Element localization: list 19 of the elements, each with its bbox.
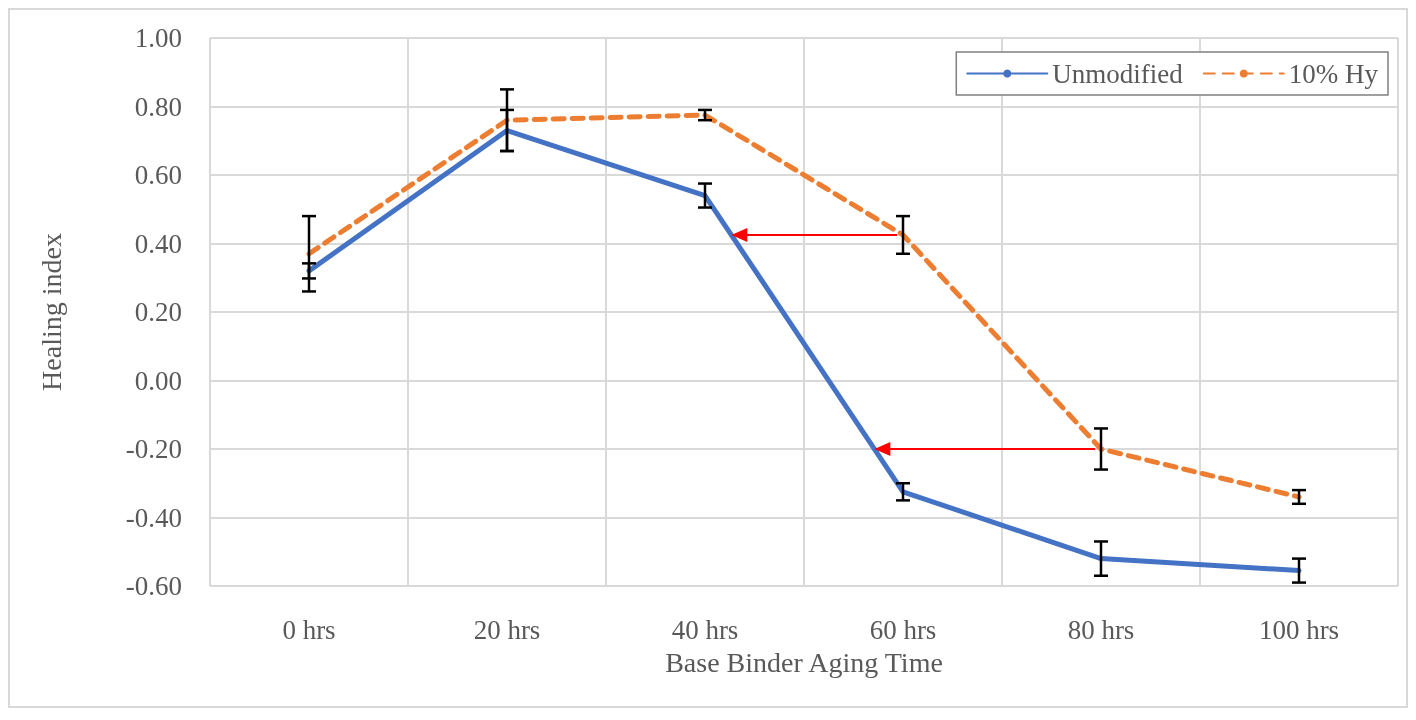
y-tick-label: 0.40 bbox=[134, 228, 182, 259]
y-tick-label: -0.60 bbox=[125, 571, 182, 601]
y-axis-title: Healing index bbox=[35, 233, 67, 391]
x-axis-title: Base Binder Aging Time bbox=[665, 646, 943, 678]
y-tick-label: 0.20 bbox=[134, 297, 182, 327]
x-tick-label: 60 hrs bbox=[869, 614, 937, 645]
y-tick-label: 0.80 bbox=[134, 91, 182, 122]
legend-label: Unmodified bbox=[1052, 58, 1184, 89]
x-tick-label: 20 hrs bbox=[473, 614, 541, 645]
y-tick-label: -0.40 bbox=[125, 502, 182, 533]
y-tick-label: 1.00 bbox=[134, 23, 182, 53]
x-tick-label: 100 hrs bbox=[1258, 614, 1340, 645]
x-tick-label: 40 hrs bbox=[671, 614, 739, 645]
x-tick-label: 80 hrs bbox=[1067, 614, 1135, 645]
y-tick-label: -0.20 bbox=[125, 434, 182, 464]
x-tick-label: 0 hrs bbox=[282, 614, 336, 645]
y-tick-label: 0.60 bbox=[134, 160, 182, 190]
legend-label: 10% Hy bbox=[1288, 58, 1379, 89]
y-tick-label: 0.00 bbox=[134, 365, 182, 396]
